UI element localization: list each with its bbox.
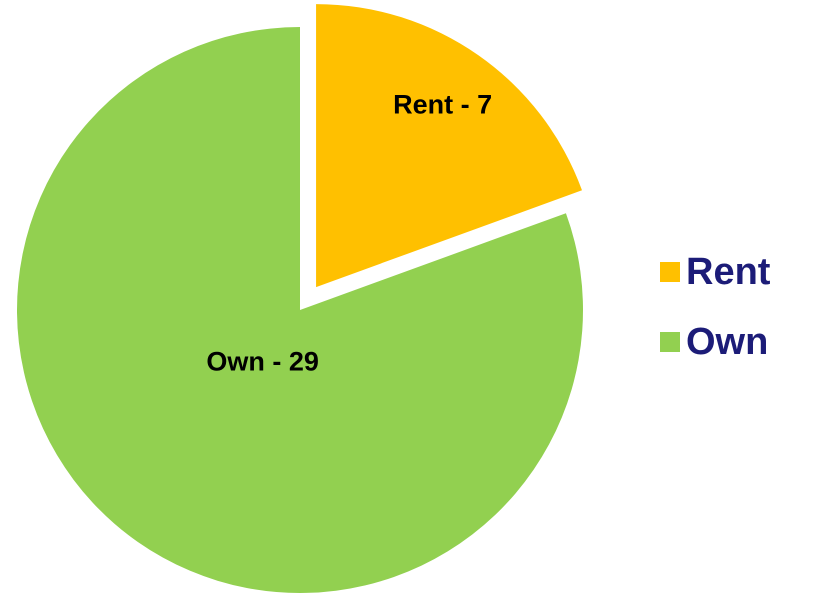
pie-slice <box>17 26 583 594</box>
slice-label: Rent - 7 <box>393 89 492 119</box>
legend-swatch <box>660 332 680 352</box>
legend-label: Rent <box>686 251 771 293</box>
pie-slice <box>316 4 582 288</box>
legend-label: Own <box>686 321 768 363</box>
slice-label: Own - 29 <box>206 346 319 376</box>
legend-swatch <box>660 262 680 282</box>
